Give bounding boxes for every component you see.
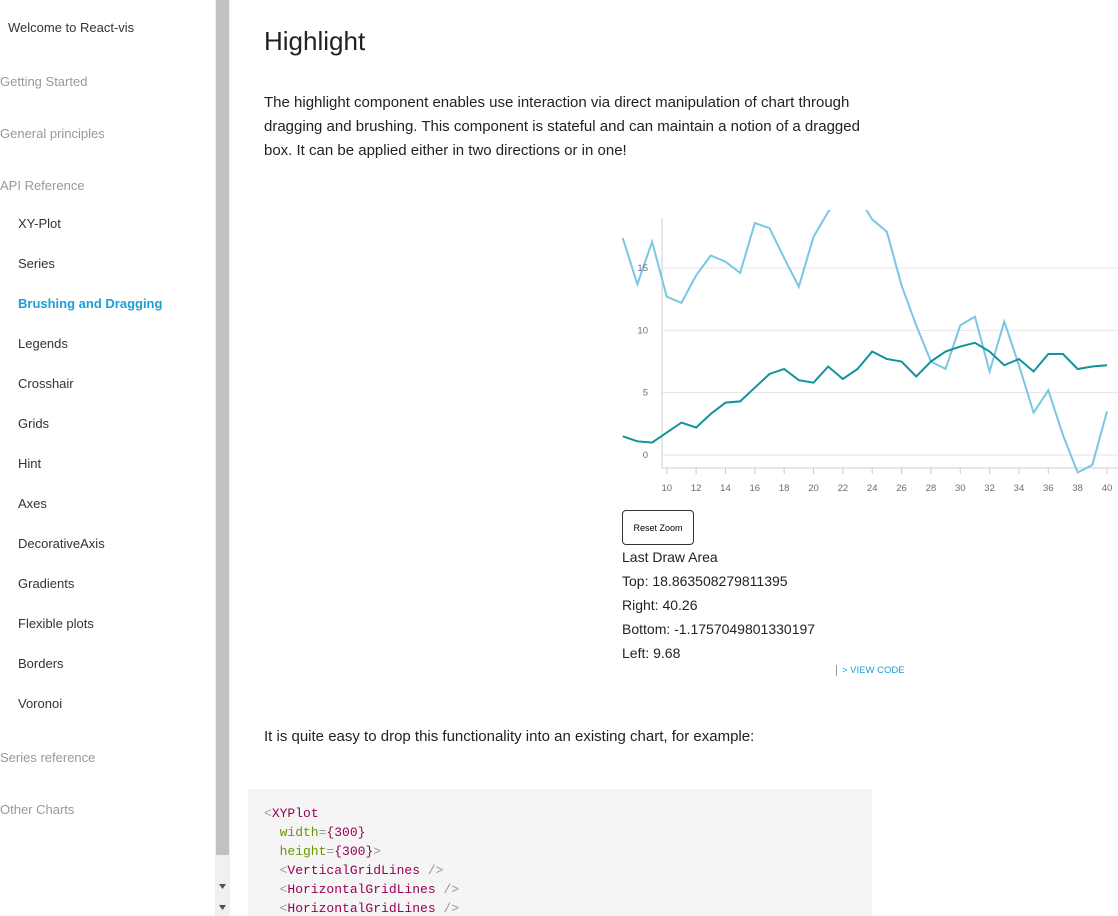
sidebar-item[interactable]: API Reference: [0, 178, 85, 193]
scroll-arrows[interactable]: [215, 878, 230, 916]
code-line: <HorizontalGridLines />: [264, 882, 459, 897]
sidebar-item[interactable]: Brushing and Dragging: [18, 296, 163, 311]
sidebar-item[interactable]: Axes: [18, 496, 47, 511]
sidebar-item[interactable]: DecorativeAxis: [18, 536, 105, 551]
x-tick-label: 26: [896, 483, 907, 494]
code-token: {300}: [326, 825, 366, 840]
code-token: height: [264, 844, 327, 859]
reset-zoom-button[interactable]: Reset Zoom: [622, 510, 694, 545]
code-token: <: [264, 882, 288, 897]
draw-area-line: Last Draw Area: [622, 549, 718, 565]
y-tick-label: 0: [643, 450, 648, 461]
x-tick-label: 40: [1102, 483, 1113, 494]
sidebar-item[interactable]: General principles: [0, 126, 105, 141]
code-token: />: [420, 863, 444, 878]
x-tick-label: 30: [955, 483, 966, 494]
x-tick-label: 32: [984, 483, 995, 494]
code-token: =: [326, 844, 335, 859]
page-title: Highlight: [264, 26, 366, 56]
sidebar-item[interactable]: Borders: [18, 656, 64, 671]
x-tick-label: 14: [720, 483, 731, 494]
code-token: {300}: [334, 844, 374, 859]
draw-area-line: Top: 18.863508279811395: [622, 573, 788, 589]
chart: 0 5 10 15 10 12 14 16 18 20 22 24 26 28 30 32 34 36 38 40: [622, 210, 1118, 494]
code-line: <VerticalGridLines />: [264, 863, 444, 878]
sidebar-item[interactable]: XY-Plot: [18, 216, 61, 231]
draw-area-line: Bottom: -1.1757049801330197: [622, 621, 816, 637]
sidebar-item[interactable]: Flexible plots: [18, 616, 94, 631]
series-line: [622, 210, 1108, 474]
code-token: HorizontalGridLines: [287, 882, 436, 897]
code-line: <HorizontalGridLines />: [264, 901, 459, 916]
view-code-link[interactable]: > VIEW CODE: [836, 665, 905, 676]
code-token: >: [373, 844, 382, 859]
code-token: HorizontalGridLines: [287, 901, 436, 916]
scrollbar-thumb[interactable]: [216, 0, 229, 855]
x-tick-label: 28: [926, 483, 937, 494]
x-tick-label: 20: [808, 483, 819, 494]
draw-area-line: Right: 40.26: [622, 597, 698, 613]
code-line: width={300}: [264, 825, 366, 840]
draw-area-line: Left: 9.68: [622, 645, 681, 661]
sidebar-item[interactable]: Series reference: [0, 750, 96, 765]
code-token: =: [318, 825, 327, 840]
x-tick-label: 10: [661, 483, 672, 494]
x-tick-label: 38: [1072, 483, 1083, 494]
sidebar-item[interactable]: Legends: [18, 336, 68, 351]
sidebar-item[interactable]: Series: [18, 256, 55, 271]
y-tick-label: 5: [643, 388, 648, 399]
code-line: <XYPlot: [264, 806, 319, 821]
x-tick-label: 34: [1014, 483, 1025, 494]
code-token: <: [264, 806, 272, 821]
sidebar-item[interactable]: Voronoi: [18, 696, 63, 711]
code-token: <: [264, 901, 288, 916]
sidebar-item[interactable]: Other Charts: [0, 802, 75, 817]
paragraph: It is quite easy to drop this functional…: [264, 728, 755, 745]
y-tick-label: 15: [637, 263, 648, 274]
sidebar-item[interactable]: Welcome to React-vis: [8, 20, 135, 35]
code-block: [248, 789, 872, 916]
sidebar-item[interactable]: Gradients: [18, 576, 75, 591]
code-token: width: [264, 825, 319, 840]
x-tick-label: 16: [750, 483, 761, 494]
sidebar-item[interactable]: Crosshair: [18, 376, 74, 391]
x-tick-label: 22: [838, 483, 849, 494]
code-token: <: [264, 863, 288, 878]
code-token: />: [435, 882, 460, 897]
code-token: />: [435, 901, 460, 916]
x-tick-label: 18: [779, 483, 790, 494]
x-tick-label: 12: [691, 483, 702, 494]
sidebar-item[interactable]: Getting Started: [0, 74, 88, 89]
code-token: VerticalGridLines: [287, 863, 421, 878]
x-tick-label: 36: [1043, 483, 1054, 494]
paragraph: The highlight component enables use inte…: [264, 94, 860, 159]
series-line: [622, 341, 1108, 444]
code-token: XYPlot: [271, 806, 319, 821]
code-line: height={300}>: [264, 844, 381, 859]
y-tick-label: 10: [637, 325, 648, 336]
sidebar-item[interactable]: Hint: [18, 456, 42, 471]
sidebar-item[interactable]: Grids: [18, 416, 50, 431]
x-tick-label: 24: [867, 483, 878, 494]
